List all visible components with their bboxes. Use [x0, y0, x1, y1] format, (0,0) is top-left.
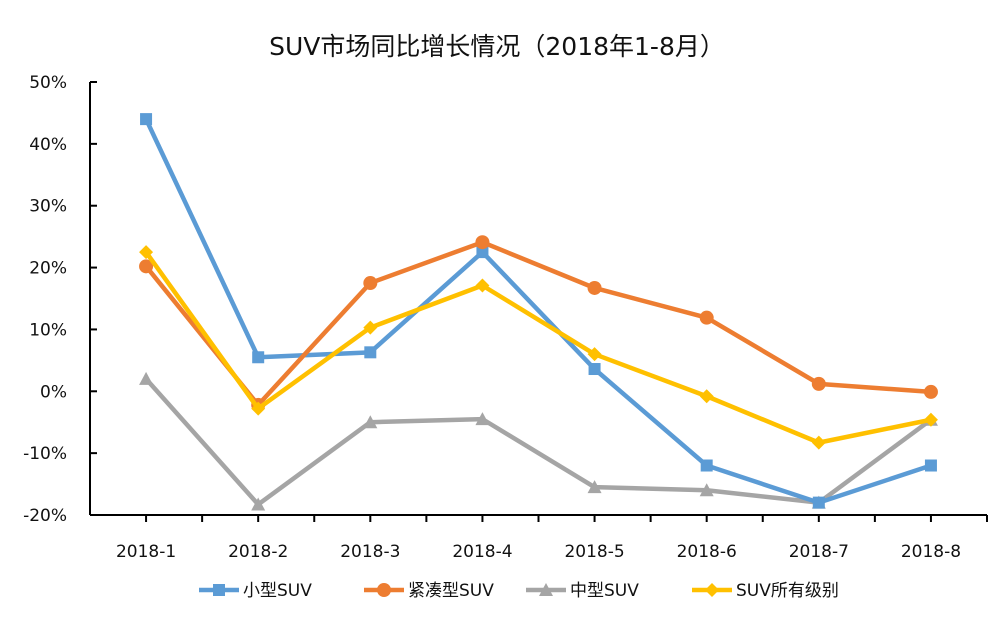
data-point-triangle — [699, 483, 714, 497]
x-tick-label: 2018-2 — [228, 542, 288, 562]
y-tick-label: 30% — [29, 197, 67, 217]
data-point-diamond — [475, 278, 490, 293]
legend: 小型SUV 紧凑型SUV 中型SUV SUV所有级别 — [199, 581, 839, 601]
series-line — [143, 249, 934, 445]
legend-item: 小型SUV — [199, 581, 312, 601]
data-point-diamond — [811, 435, 826, 450]
series-1 — [139, 235, 938, 412]
data-point-circle — [363, 276, 378, 291]
series-line — [143, 376, 934, 507]
data-point-diamond — [699, 389, 714, 404]
data-point-triangle — [139, 371, 154, 385]
data-point-square — [812, 496, 825, 509]
data-point-triangle — [475, 412, 490, 426]
data-point-diamond — [251, 401, 266, 416]
x-tick-label: 2018-5 — [564, 542, 624, 562]
data-point-square — [213, 584, 225, 596]
data-point-square — [140, 113, 153, 126]
y-tick-label: 10% — [29, 320, 67, 340]
legend-item: 紧凑型SUV — [364, 581, 494, 601]
data-point-square — [924, 459, 937, 472]
data-point-square — [588, 363, 601, 376]
data-point-circle — [811, 376, 826, 391]
series-line — [143, 116, 934, 505]
data-point-circle — [923, 384, 938, 399]
x-tick-label: 2018-8 — [901, 542, 961, 562]
data-point-square — [364, 346, 377, 359]
data-point-circle — [475, 235, 490, 250]
series-line — [143, 239, 934, 408]
y-axis: 50% 40% 30% 20% 10% 0% -10% -20% — [23, 73, 97, 526]
data-point-circle — [377, 583, 391, 597]
x-tick-label: 2018-4 — [452, 542, 512, 562]
y-tick-label: 50% — [29, 73, 67, 93]
data-point-diamond — [923, 412, 938, 427]
legend-label: SUV所有级别 — [736, 581, 839, 601]
data-point-triangle — [539, 583, 553, 596]
data-point-square — [252, 351, 265, 364]
data-point-circle — [139, 259, 154, 274]
y-tick-label: -20% — [23, 506, 67, 526]
legend-item: 中型SUV — [526, 581, 639, 601]
x-tick-label: 2018-6 — [677, 542, 737, 562]
x-tick-label: 2018-7 — [789, 542, 849, 562]
y-tick-label: 0% — [40, 382, 67, 402]
x-axis: 2018-1 2018-2 2018-3 2018-4 2018-5 2018-6 2018… — [90, 514, 988, 562]
x-tick-label: 2018-3 — [340, 542, 400, 562]
data-point-square — [476, 246, 489, 259]
legend-item: SUV所有级别 — [692, 581, 839, 601]
data-point-circle — [699, 310, 714, 325]
series-3 — [139, 245, 938, 450]
y-tick-label: 40% — [29, 135, 67, 155]
legend-label: 中型SUV — [570, 581, 639, 601]
chart-title: SUV市场同比增长情况（2018年1-8月） — [269, 32, 725, 61]
data-point-triangle — [363, 415, 378, 429]
data-point-triangle — [587, 480, 602, 494]
data-point-diamond — [705, 583, 719, 597]
series-layer — [139, 113, 938, 511]
legend-label: 紧凑型SUV — [408, 581, 494, 601]
data-point-diamond — [587, 347, 602, 362]
data-point-square — [700, 459, 713, 472]
data-point-diamond — [363, 320, 378, 335]
legend-label: 小型SUV — [243, 581, 312, 601]
y-tick-label: 20% — [29, 259, 67, 279]
data-point-circle — [587, 280, 602, 295]
y-tick-label: -10% — [23, 444, 67, 464]
series-0 — [140, 113, 937, 509]
data-point-triangle — [251, 497, 266, 511]
x-tick-label: 2018-1 — [116, 542, 176, 562]
data-point-diamond — [139, 245, 154, 260]
